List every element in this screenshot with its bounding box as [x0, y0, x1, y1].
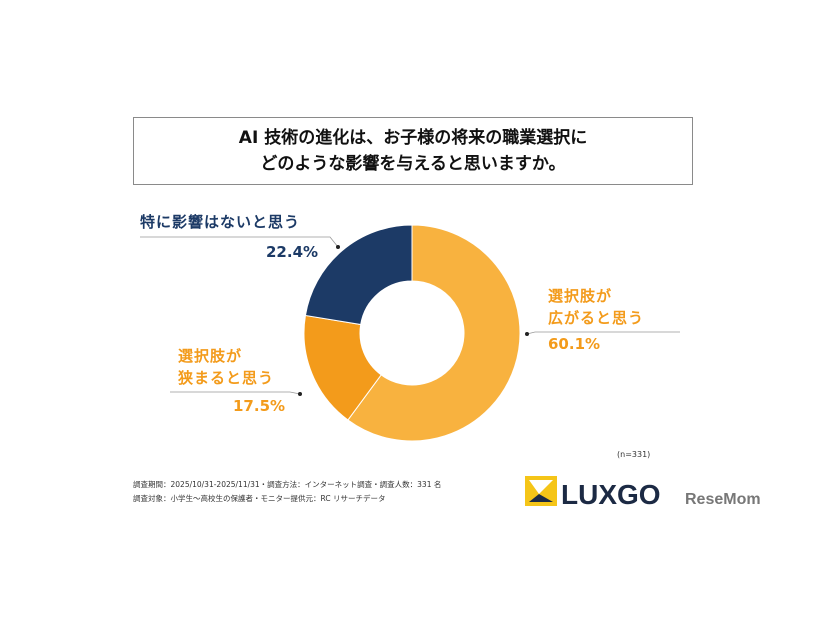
leader-expand-dot	[525, 332, 529, 336]
footnote-1: 調査期間：2025/10/31-2025/11/31・調査方法：インターネット調…	[133, 480, 442, 489]
luxgo-logo: LUXGO ReseMom	[525, 474, 815, 514]
chart-title: AI 技術の進化は、お子様の将来の職業選択に どのような影響を与えると思いますか…	[133, 117, 693, 185]
label-no-effect-text: 特に影響はないと思う	[140, 213, 301, 231]
sample-size: (n=331)	[617, 450, 651, 459]
leader-no-effect	[140, 236, 339, 248]
label-no-effect: 特に影響はないと思う	[140, 211, 300, 233]
svg-text:LUXGO: LUXGO	[561, 479, 661, 510]
slice-expand	[347, 224, 521, 442]
title-line-2: どのような影響を与えると思いますか。	[260, 154, 566, 174]
value-expand: 60.1%	[548, 335, 601, 353]
svg-text:ReseMom: ReseMom	[685, 491, 761, 508]
leader-expand	[526, 331, 680, 335]
label-expand-line2: 広がると思う	[548, 309, 645, 327]
label-narrow: 選択肢が 狭まると思う	[178, 345, 274, 389]
label-expand-line1: 選択肢が	[548, 287, 613, 305]
footnotes: 調査期間：2025/10/31-2025/11/31・調査方法：インターネット調…	[133, 479, 513, 504]
slice-no-effect	[304, 224, 413, 326]
label-expand: 選択肢が 広がると思う	[548, 285, 644, 329]
leader-narrow	[170, 391, 301, 395]
footnote-2: 調査対象：小学生～高校生の保護者・モニター提供元：RC リサーチデータ	[133, 494, 386, 503]
leader-narrow-dot	[298, 392, 302, 396]
label-narrow-line1: 選択肢が	[178, 347, 243, 365]
value-narrow: 17.5%	[233, 397, 286, 415]
title-line-1: AI 技術の進化は、お子様の将来の職業選択に	[238, 128, 588, 148]
value-no-effect: 22.4%	[266, 243, 319, 261]
leader-no-effect-dot	[336, 245, 340, 249]
label-narrow-line2: 狭まると思う	[178, 369, 275, 387]
